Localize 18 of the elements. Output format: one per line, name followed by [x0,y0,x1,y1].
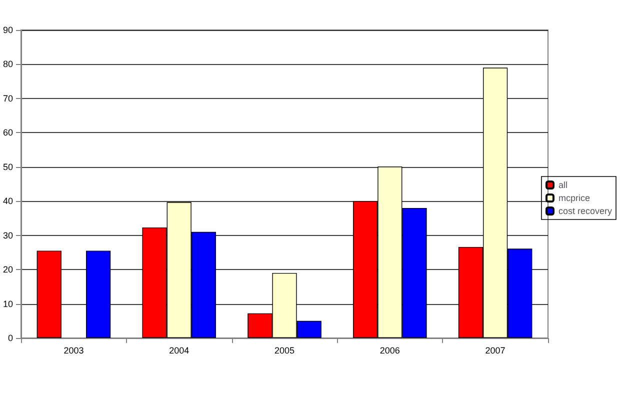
legend-label: cost recovery [558,206,612,216]
y-tick-label: 0 [8,333,14,343]
y-tick-label: 30 [2,230,14,240]
y-tick-label: 50 [2,162,14,172]
x-tick-label: 2004 [169,346,190,356]
y-tick-label: 20 [2,264,14,275]
y-tick-label: 40 [2,196,14,206]
x-tick-label: 2005 [274,346,295,356]
legend-label: all [558,180,568,190]
y-tick-label: 60 [2,128,14,138]
x-tick-label: 2007 [485,346,506,356]
legend-label: mcprice [558,193,590,203]
y-tick-label: 10 [2,298,14,309]
x-tick-label: 2006 [380,346,400,356]
x-tick-label: 2003 [64,346,84,356]
y-tick-label: 70 [2,93,14,104]
y-tick-label: 90 [2,25,14,35]
y-tick-label: 80 [2,59,14,70]
